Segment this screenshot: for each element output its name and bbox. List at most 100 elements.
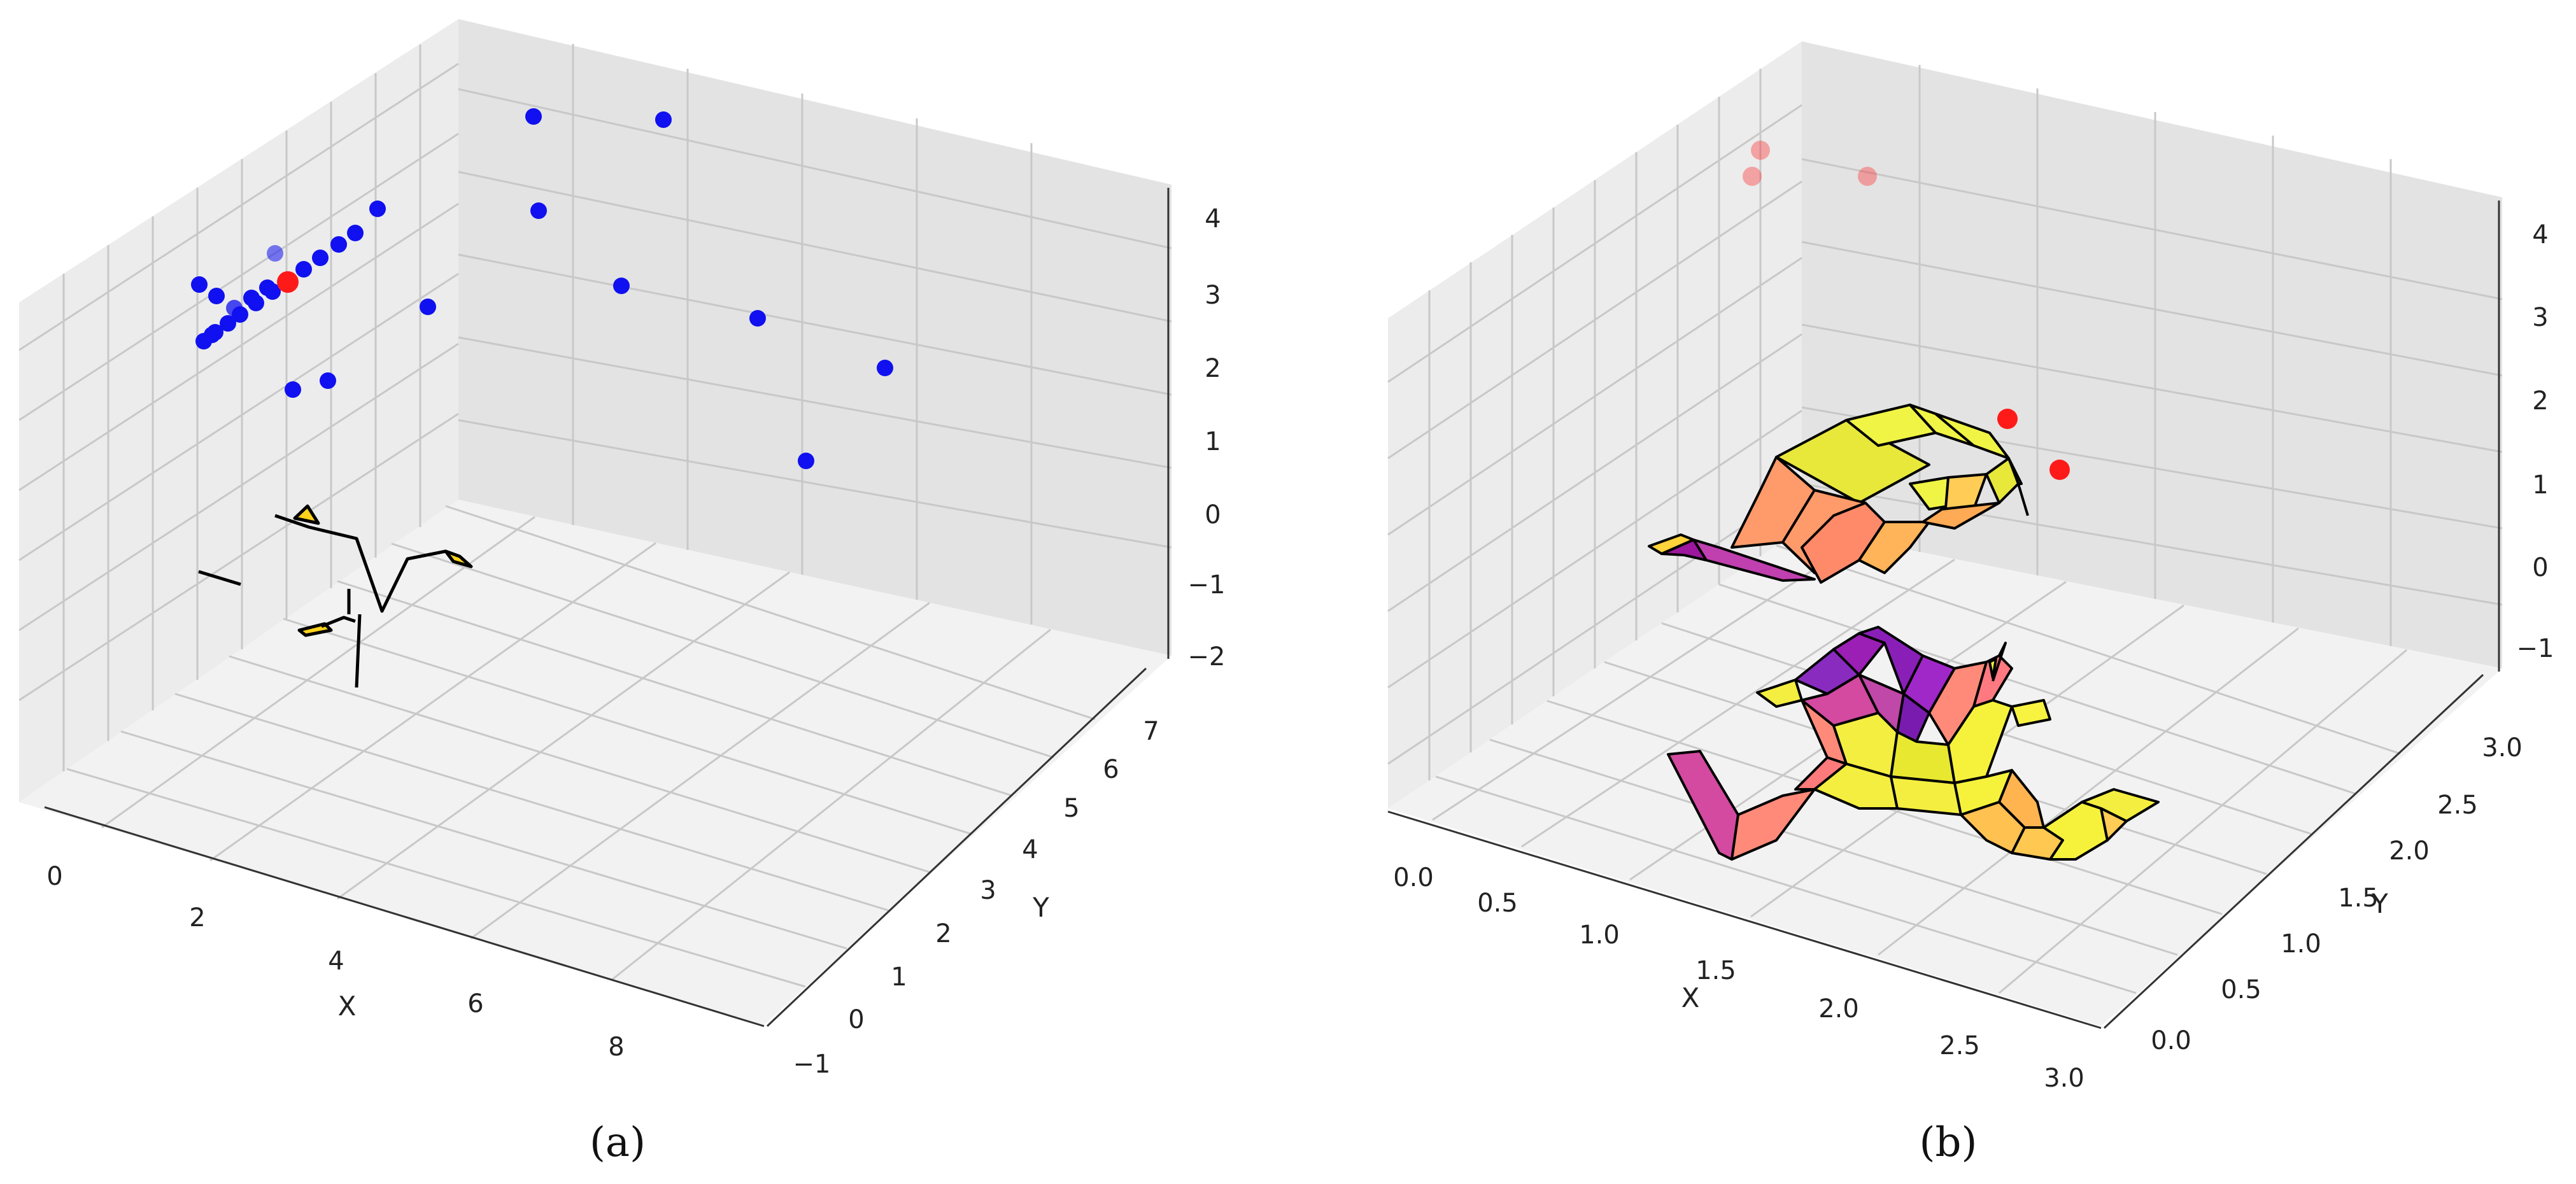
surface-upper-b — [1648, 404, 2029, 584]
data-point — [208, 288, 225, 304]
x-tick-b: 2.0 — [1818, 994, 1859, 1024]
y-tick-a: 0 — [848, 1005, 864, 1034]
data-point — [2049, 460, 2070, 480]
x-tick-b: 0.5 — [1477, 889, 1518, 918]
x-ticks-a: 0 2 4 6 8 — [46, 862, 624, 1062]
grid-back-b — [1801, 65, 2503, 646]
pane-left-a — [19, 19, 458, 802]
y-axis-a — [766, 667, 1147, 1027]
chart-a: 0 2 4 6 8 X −1 0 1 2 3 4 5 6 7 Y 4 3 2 1… — [18, 19, 1226, 1166]
z-tick-a: −2 — [1188, 642, 1226, 672]
data-point — [285, 381, 301, 398]
data-point — [243, 290, 260, 306]
x-tick-b: 0.0 — [1393, 863, 1434, 892]
y-tick-a: 2 — [935, 919, 951, 948]
y-tick-b: 0.5 — [2221, 975, 2261, 1004]
y-tick-b: 3.0 — [2482, 733, 2523, 763]
data-point — [1743, 167, 1762, 186]
y-axis-label-a: Y — [1032, 892, 1049, 923]
x-ticks-b: 0.0 0.5 1.0 1.5 2.0 2.5 3.0 — [1393, 863, 2084, 1093]
x-tick-a: 0 — [46, 862, 62, 891]
y-tick-b: 2.0 — [2389, 836, 2430, 866]
y-tick-a: 1 — [891, 962, 907, 992]
z-tick-a: −1 — [1188, 570, 1226, 600]
data-point — [220, 315, 236, 332]
y-ticks-a: −1 0 1 2 3 4 5 6 7 — [793, 717, 1159, 1079]
z-tick-a: 2 — [1205, 354, 1221, 383]
data-point — [267, 245, 283, 262]
x-tick-a: 6 — [467, 989, 483, 1018]
z-tick-a: 1 — [1205, 427, 1221, 456]
y-tick-a: 4 — [1022, 835, 1038, 864]
data-point — [259, 279, 276, 296]
data-point — [749, 310, 766, 327]
data-point — [191, 276, 208, 293]
z-tick-a: 0 — [1205, 500, 1221, 530]
y-tick-b: 0.0 — [2151, 1026, 2191, 1055]
y-ticks-b: 0.0 0.5 1.0 1.5 2.0 2.5 3.0 — [2151, 733, 2523, 1055]
data-point — [1751, 141, 1770, 160]
y-axis-b — [2103, 673, 2484, 1029]
x-tick-b: 1.5 — [1695, 956, 1736, 985]
x-tick-b: 2.5 — [1939, 1031, 1980, 1061]
chart-b: 0.0 0.5 1.0 1.5 2.0 2.5 3.0 X 0.0 0.5 1.… — [1387, 41, 2554, 1166]
data-point — [320, 372, 336, 389]
scatter-points-b — [1743, 141, 2070, 480]
x-tick-a: 8 — [608, 1032, 624, 1062]
data-point — [420, 299, 436, 315]
data-point — [655, 111, 672, 128]
z-tick-b: 3 — [2532, 303, 2548, 332]
x-tick-b: 1.0 — [1579, 920, 1620, 950]
grid-left-a — [18, 45, 459, 772]
grid-left-b — [1387, 69, 1802, 780]
x-tick-b: 3.0 — [2044, 1064, 2084, 1093]
data-point — [530, 202, 547, 219]
z-ticks-a: 4 3 2 1 0 −1 −2 — [1188, 204, 1226, 672]
scatter-points-a — [191, 108, 893, 469]
x-tick-a: 4 — [328, 947, 344, 976]
data-point — [877, 360, 893, 376]
x-tick-a: 2 — [189, 903, 205, 933]
y-tick-b: 1.0 — [2281, 929, 2321, 959]
data-point — [1858, 167, 1877, 186]
z-tick-a: 4 — [1205, 204, 1221, 234]
y-tick-a: 7 — [1143, 717, 1159, 746]
y-tick-a: 3 — [980, 876, 996, 905]
x-axis-label-b: X — [1681, 982, 1700, 1013]
y-axis-label-b: Y — [2371, 888, 2388, 919]
data-point — [312, 250, 329, 266]
y-tick-a: −1 — [793, 1050, 831, 1079]
data-point — [330, 236, 347, 253]
y-tick-b: 2.5 — [2437, 791, 2478, 820]
data-point — [347, 225, 364, 241]
surface-fragments-a — [198, 504, 473, 688]
y-tick-b: 1.5 — [2338, 884, 2379, 913]
caption-b: (b) — [1920, 1119, 1978, 1166]
z-tick-b: −1 — [2517, 634, 2554, 663]
y-tick-a: 6 — [1103, 755, 1119, 784]
x-axis-a — [44, 806, 765, 1027]
grid-back-a — [458, 44, 1172, 624]
data-point — [1997, 409, 2018, 429]
data-point — [369, 201, 386, 217]
data-point — [798, 453, 814, 469]
pane-back-a — [458, 19, 1171, 656]
z-tick-b: 1 — [2532, 470, 2548, 500]
highlight-point — [277, 271, 299, 293]
data-point — [226, 300, 243, 316]
z-tick-a: 3 — [1205, 281, 1221, 310]
x-axis-b — [1387, 810, 2102, 1029]
data-point — [613, 278, 630, 294]
z-ticks-b: 4 3 2 1 0 −1 — [2517, 220, 2554, 663]
surface-lower-b — [1667, 626, 2160, 861]
z-tick-b: 2 — [2532, 386, 2548, 416]
z-tick-b: 0 — [2532, 553, 2548, 582]
z-tick-b: 4 — [2532, 220, 2548, 250]
caption-a: (a) — [590, 1119, 646, 1166]
data-point — [525, 108, 542, 125]
grid-floor-a — [66, 505, 1096, 988]
data-point — [295, 261, 312, 278]
data-point — [204, 327, 220, 343]
x-axis-label-a: X — [338, 990, 357, 1022]
